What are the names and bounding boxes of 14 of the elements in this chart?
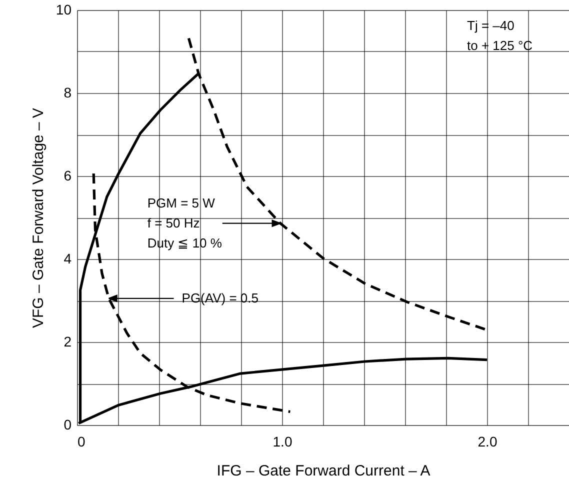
y-tick-label: 0	[64, 416, 72, 432]
y-axis-title: VFG – Gate Forward Voltage – V	[30, 108, 47, 328]
y-tick-label: 6	[64, 168, 72, 184]
x-tick-label: 1.0	[272, 434, 292, 450]
annotation: Tj = –40 to + 125 °C	[467, 18, 533, 53]
y-tick-label: 2	[64, 334, 72, 350]
annotation: PGM = 5 W f = 50 Hz Duty ≦ 10 %	[147, 195, 222, 250]
annotation: PG(AV) = 0.5	[182, 290, 258, 306]
x-axis-title: IFG – Gate Forward Current – A	[216, 462, 430, 480]
y-tick-label: 4	[64, 250, 72, 266]
x-tick-label: 2.0	[478, 434, 498, 450]
y-tick-label: 8	[64, 84, 72, 100]
y-tick-label: 10	[56, 2, 72, 18]
x-tick-label: 0	[78, 434, 86, 450]
